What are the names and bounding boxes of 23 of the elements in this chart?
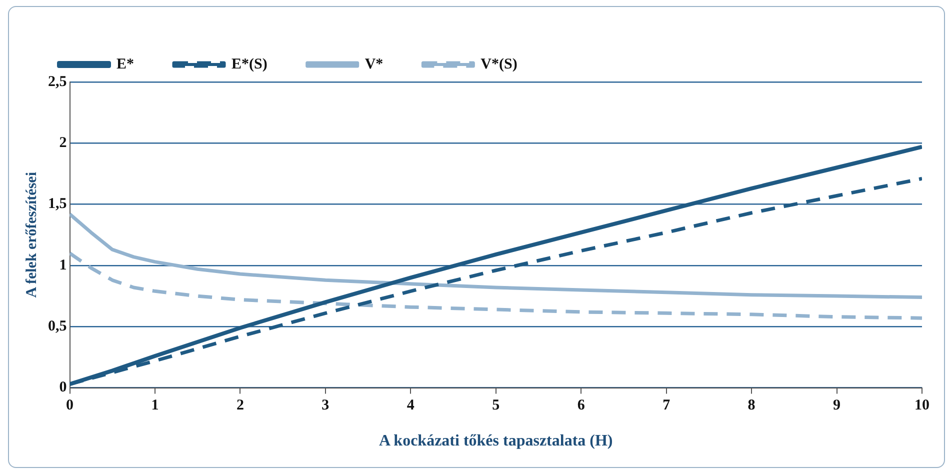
y-tick-label: 1: [59, 257, 67, 274]
legend-label: E*: [116, 56, 134, 72]
y-tick-label: 1,5: [48, 196, 67, 212]
x-tick-label: 4: [406, 398, 415, 414]
x-axis-title: A kockázati tőkés tapasztalata (H): [378, 432, 613, 450]
y-axis-title: A felek erőfeszítései: [24, 172, 40, 298]
y-tick-label: 2: [59, 135, 67, 152]
y-tick-label: 0: [59, 380, 67, 396]
x-tick-label: 6: [577, 398, 586, 414]
x-tick-label: 7: [662, 398, 671, 414]
x-tick-label: 1: [151, 398, 159, 414]
x-tick-label: 8: [748, 398, 756, 414]
x-tick-label: 3: [322, 398, 330, 414]
legend-label: V*(S): [480, 56, 518, 72]
y-tick-label: 0,5: [48, 318, 67, 335]
y-tick-label: 2,5: [48, 74, 67, 90]
x-tick-label: 10: [914, 398, 930, 414]
x-tick-label: 9: [833, 398, 841, 414]
line-series: [70, 252, 922, 320]
x-tick-label: 5: [492, 398, 500, 414]
legend-label: V*: [364, 56, 384, 72]
legend-label: E*(S): [232, 56, 268, 72]
x-tick-label: 2: [236, 398, 244, 414]
